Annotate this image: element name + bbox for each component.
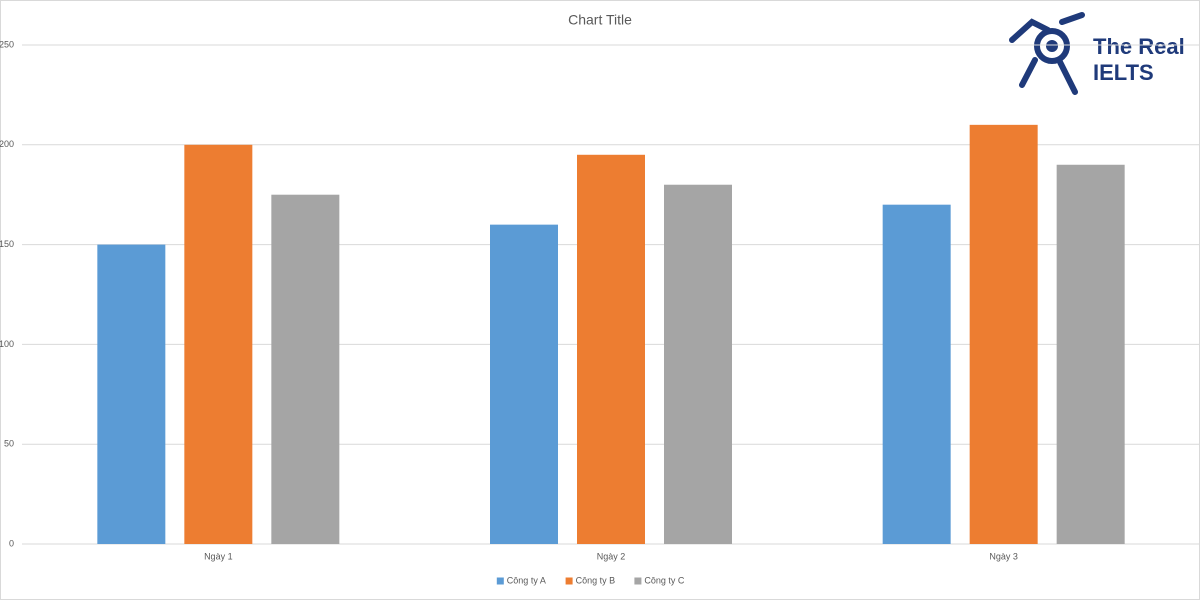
logo-icon bbox=[1034, 28, 1070, 64]
y-tick-label: 50 bbox=[4, 439, 14, 449]
bar bbox=[271, 194, 340, 544]
legend-swatch bbox=[565, 577, 573, 585]
y-tick-label: 0 bbox=[9, 538, 14, 548]
logo-icon bbox=[1046, 40, 1058, 52]
y-tick-label: 150 bbox=[0, 239, 14, 249]
bar bbox=[1056, 164, 1125, 544]
legend-label: Công ty A bbox=[507, 575, 546, 585]
legend-swatch bbox=[634, 577, 642, 585]
y-tick-label: 200 bbox=[0, 139, 14, 149]
y-tick-label: 100 bbox=[0, 339, 14, 349]
y-tick-label: 250 bbox=[0, 39, 14, 49]
bar bbox=[664, 184, 732, 544]
x-tick-label: Ngày 2 bbox=[597, 551, 626, 561]
bar bbox=[97, 244, 166, 544]
bar bbox=[577, 154, 645, 544]
bar bbox=[490, 224, 558, 544]
legend-label: Công ty B bbox=[576, 575, 616, 585]
logo-text: IELTS bbox=[1093, 60, 1154, 85]
x-tick-label: Ngày 1 bbox=[204, 551, 233, 561]
legend-swatch bbox=[496, 577, 504, 585]
bar bbox=[969, 124, 1038, 544]
logo-text: The Real bbox=[1093, 34, 1185, 59]
bar bbox=[882, 204, 951, 544]
logo: The Real IELTS bbox=[1009, 12, 1185, 95]
x-tick-label: Ngày 3 bbox=[989, 551, 1018, 561]
legend-label: Công ty C bbox=[644, 575, 685, 585]
logo-icon bbox=[1009, 12, 1085, 95]
chart-title: Chart Title bbox=[568, 12, 632, 28]
bar bbox=[184, 144, 253, 545]
